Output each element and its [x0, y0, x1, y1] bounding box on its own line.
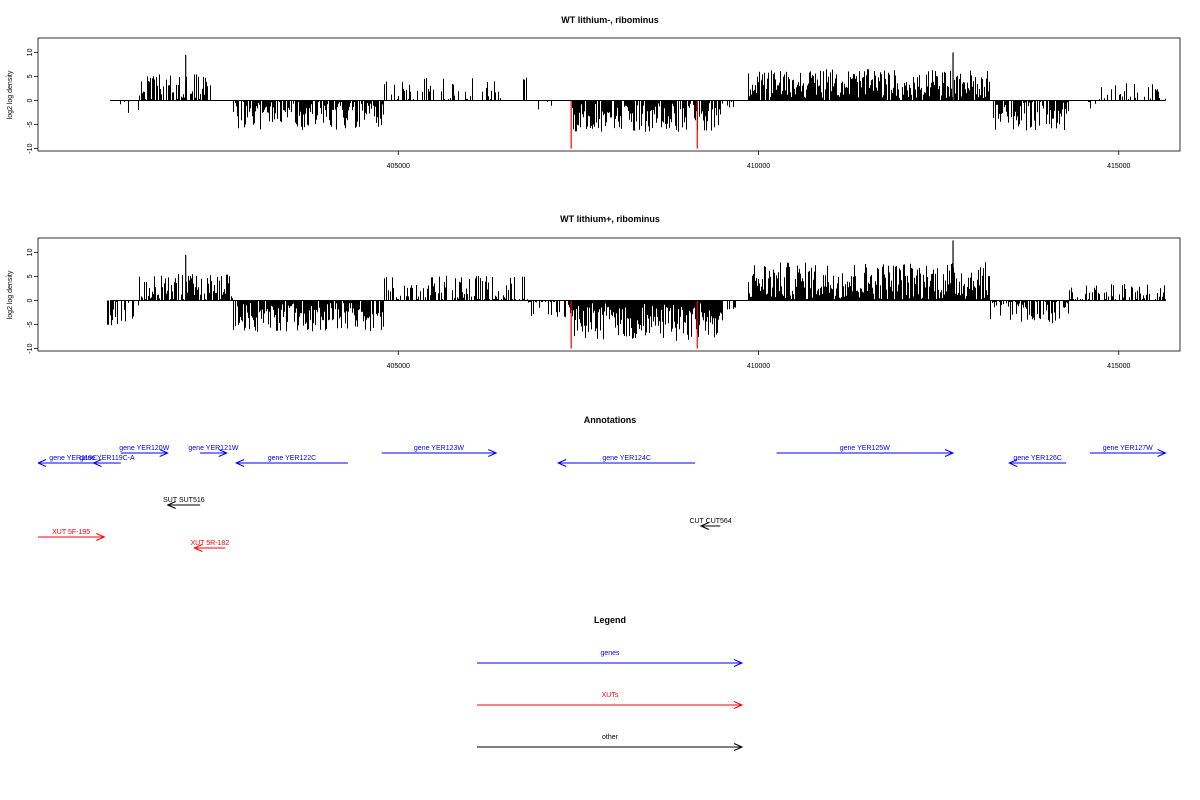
- x-tick-label: 410000: [747, 363, 770, 370]
- feature-label: CUT CUT564: [689, 518, 731, 525]
- coverage-spikes: [185, 52, 954, 149]
- feature-label: gene YER122C: [268, 455, 317, 462]
- legend-items: genes XUTs other: [477, 650, 744, 751]
- feature-arrow-head: [234, 459, 245, 467]
- feature-arrow-head: [218, 449, 229, 457]
- legend-arrow-head: [733, 743, 744, 751]
- y-tick-label: -10: [27, 143, 34, 153]
- feature-arrow-head: [193, 544, 203, 552]
- legend: Legend genes XUTs other: [477, 615, 744, 751]
- y-axis-label: log2 log density: [7, 70, 14, 119]
- legend-label: genes: [600, 650, 620, 657]
- feature-label: gene YER121W: [188, 445, 238, 452]
- y-axis-ticks: -10 -5 0 5 10: [27, 248, 38, 354]
- x-tick-label: 415000: [1107, 363, 1130, 370]
- y-tick-label: 10: [27, 248, 34, 256]
- x-tick-label: 405000: [387, 363, 410, 370]
- y-tick-label: -5: [27, 321, 34, 327]
- feature-label: gene YER120W: [119, 445, 169, 452]
- y-tick-label: 5: [27, 274, 34, 278]
- x-tick-label: 415000: [1107, 163, 1130, 170]
- coverage-bar-path: [120, 69, 1166, 132]
- x-tick-label: 405000: [387, 163, 410, 170]
- annotations-title: Annotations: [584, 415, 637, 425]
- panel-title: WT lithium+, ribominus: [560, 214, 660, 224]
- feature-arrow-head: [159, 449, 169, 457]
- x-axis-ticks: 405000 410000 415000: [387, 351, 1131, 370]
- feature-arrow-head: [92, 459, 102, 467]
- y-tick-label: 0: [27, 98, 34, 102]
- y-axis-ticks: -10 -5 0 5 10: [27, 48, 38, 154]
- feature-label: gene YER125W: [840, 445, 890, 452]
- feature-arrow-head: [1007, 459, 1018, 467]
- feature-arrow-head: [699, 522, 710, 530]
- plot-frame: [37, 37, 1181, 152]
- feature-label: gene YER123W: [414, 445, 464, 452]
- feature-label: gene YER124C: [602, 455, 651, 462]
- y-axis-label: log2 log density: [7, 270, 14, 319]
- y-tick-label: -10: [27, 343, 34, 353]
- feature-arrow-head: [488, 449, 498, 457]
- coverage-panel-lithium-minus: WT lithium-, ribominus log2 log density …: [7, 15, 1181, 170]
- y-tick-label: 10: [27, 48, 34, 56]
- plot-frame: [37, 237, 1181, 352]
- legend-label: XUTs: [602, 692, 619, 699]
- feature-label: SUT SUT516: [163, 497, 205, 504]
- coverage-bars: [107, 262, 1166, 341]
- feature-label: gene YER126C: [1013, 455, 1062, 462]
- coverage-bar-path: [107, 262, 1166, 341]
- feature-arrow-head: [944, 449, 955, 457]
- feature-label: XUT 5R-182: [190, 540, 229, 547]
- coverage-bars: [120, 69, 1166, 132]
- coverage-panel-lithium-plus: WT lithium+, ribominus log2 log density …: [7, 214, 1181, 370]
- feature-arrow-head: [1157, 449, 1167, 457]
- feature-arrow-head: [556, 459, 567, 467]
- coverage-spikes: [185, 240, 954, 349]
- feature-arrow-head: [166, 501, 176, 509]
- feature-label: gene YER119C-A: [80, 455, 135, 462]
- y-tick-label: 0: [27, 298, 34, 302]
- legend-arrow-head: [733, 659, 744, 667]
- y-tick-label: -5: [27, 121, 34, 127]
- feature-arrow-head: [96, 533, 106, 541]
- feature-label: gene YER127W: [1103, 445, 1153, 452]
- feature-label: XUT 5F-195: [52, 529, 90, 536]
- feature-arrow-head: [38, 459, 47, 467]
- feature-label: gene YER119C: [49, 455, 97, 462]
- panel-title: WT lithium-, ribominus: [561, 15, 659, 25]
- legend-label: other: [602, 734, 619, 741]
- x-tick-label: 410000: [747, 163, 770, 170]
- y-tick-label: 5: [27, 74, 34, 78]
- legend-arrow-head: [733, 701, 744, 709]
- legend-title: Legend: [594, 615, 626, 625]
- x-axis-ticks: 405000 410000 415000: [387, 151, 1131, 170]
